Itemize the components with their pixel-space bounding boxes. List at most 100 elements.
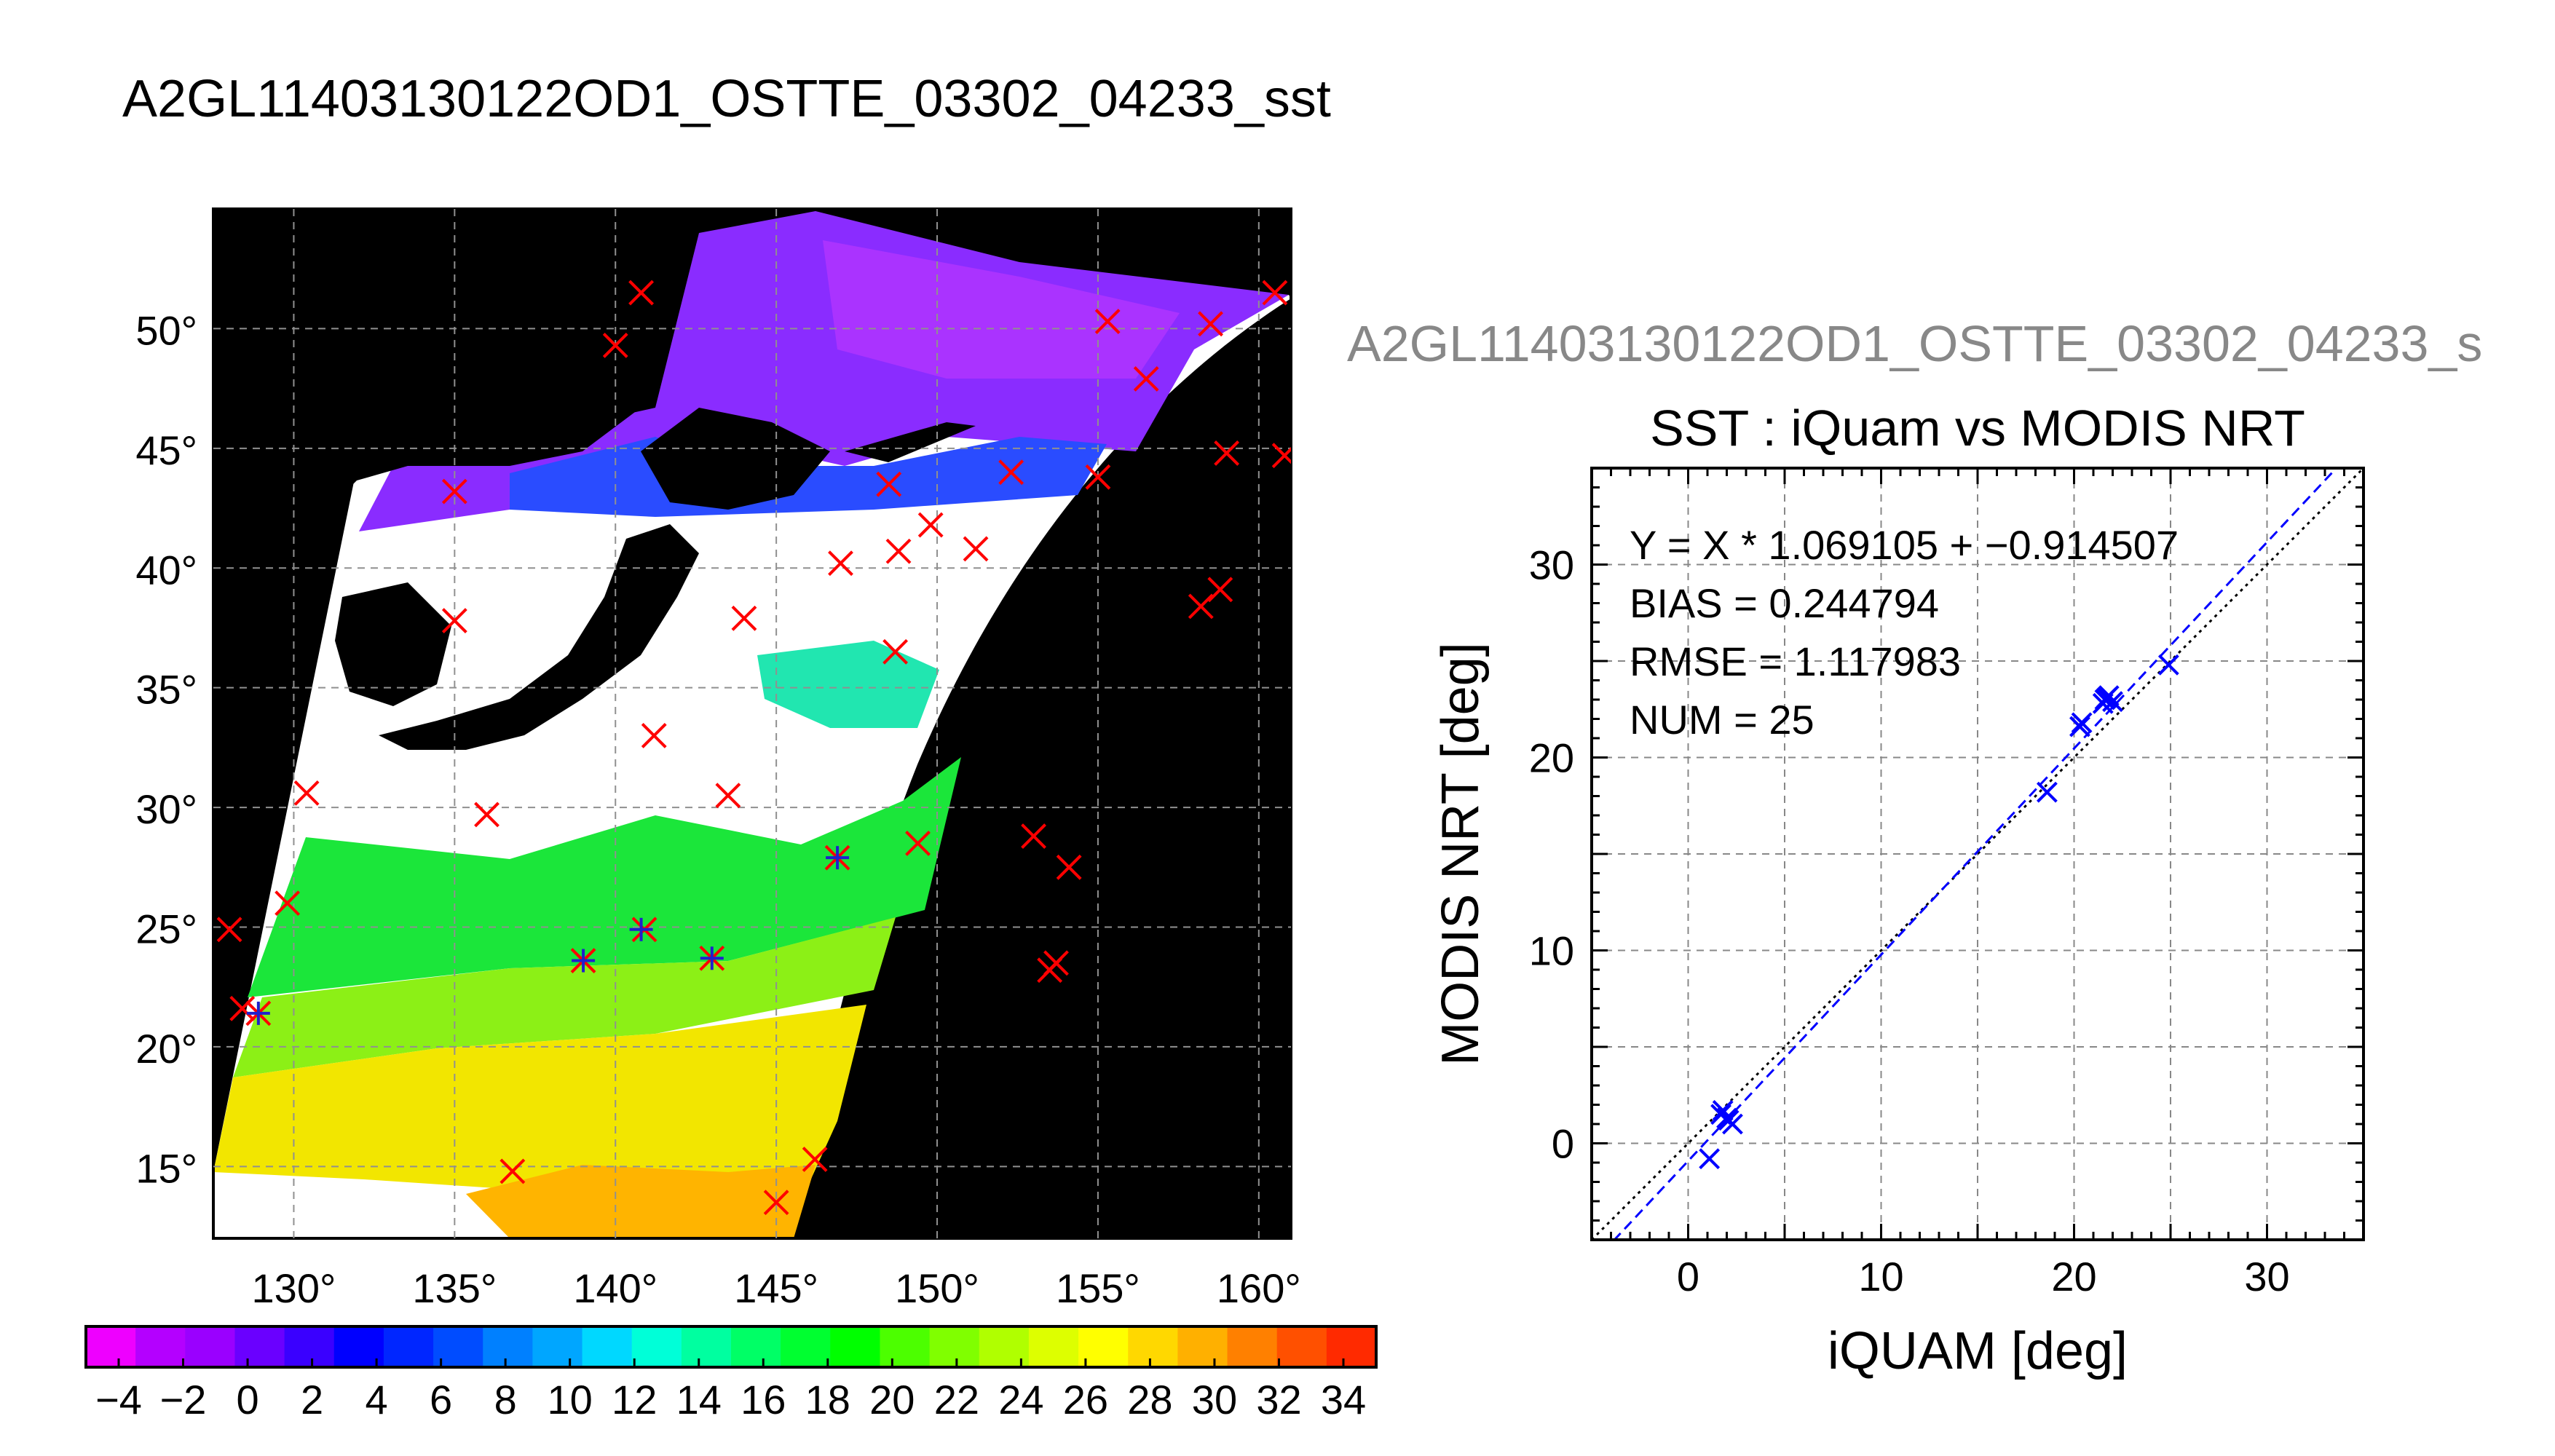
- scatter-x-tick-label: 30: [2244, 1254, 2289, 1299]
- colorbar-cell: [185, 1326, 235, 1367]
- stats-bias: BIAS = 0.244794: [1630, 580, 1939, 626]
- scatter-x-label: iQUAM [deg]: [1828, 1322, 2128, 1380]
- land-hokkaido: [641, 408, 830, 510]
- map-marker-x: [441, 608, 467, 634]
- colorbar-tick-label: 34: [1321, 1377, 1366, 1423]
- colorbar-tick-label: 4: [366, 1377, 388, 1423]
- colorbar-tick-label: 12: [612, 1377, 657, 1423]
- page-title: A2GL11403130122OD1_OSTTE_03302_04233_sst: [122, 70, 1331, 128]
- map-ticks: 15° 20° 25° 30° 35° 40° 45° 50° 130° 135° 140° 145°…: [135, 307, 1300, 1311]
- scatter-y-label: MODIS NRT [deg]: [1431, 642, 1490, 1066]
- map-marker-x: [876, 471, 902, 497]
- map-lat-tick-label: 35°: [135, 667, 197, 713]
- map-marker-x: [917, 512, 944, 538]
- land-kuril: [845, 422, 976, 462]
- sst-band-orange: [466, 1165, 816, 1238]
- map-lon-tick-label: 145°: [734, 1265, 818, 1311]
- scatter-stats: Y = X * 1.069105 + −0.914507 BIAS = 0.24…: [1630, 522, 2179, 743]
- colorbar-cell: [383, 1326, 434, 1367]
- colorbar-cell: [1128, 1326, 1178, 1367]
- colorbar-cell: [135, 1326, 186, 1367]
- scatter-y-tick-label: 20: [1529, 735, 1574, 781]
- colorbar-tick-label: 28: [1127, 1377, 1172, 1423]
- colorbar-tick-label: −4: [95, 1377, 142, 1423]
- colorbar-tick-label: 22: [934, 1377, 979, 1423]
- map-frame: [212, 207, 1292, 1240]
- scatter-point: [2036, 781, 2058, 803]
- colorbar-tick-label: 6: [430, 1377, 452, 1423]
- map-lon-tick-label: 140°: [573, 1265, 657, 1311]
- land-sakhalin-asia: [213, 209, 699, 510]
- map-marker-x: [1085, 464, 1111, 490]
- map-grid: [213, 209, 1291, 1238]
- stats-num: NUM = 25: [1630, 697, 1814, 743]
- map-marker-x: [216, 917, 242, 943]
- map-marker-plus: [826, 846, 850, 870]
- map-marker-x: [602, 333, 628, 358]
- colorbar-tick-label: 18: [805, 1377, 850, 1423]
- colorbar-cell: [731, 1326, 781, 1367]
- colorbar-tick-label: 26: [1063, 1377, 1108, 1423]
- map-marker-x: [1043, 950, 1069, 976]
- colorbar-cell: [86, 1326, 136, 1367]
- map-marker-x: [1214, 440, 1240, 466]
- scatter-x-tick-label: 0: [1677, 1254, 1699, 1299]
- stats-equation: Y = X * 1.069105 + −0.914507: [1630, 522, 2179, 568]
- colorbar-cell: [582, 1326, 633, 1367]
- colorbar-tick-label: 32: [1256, 1377, 1301, 1423]
- sst-band-lime: [233, 917, 896, 1077]
- colorbar-tick-label: 2: [301, 1377, 323, 1423]
- scatter-point: [2071, 712, 2093, 734]
- sst-band-yellow: [213, 1005, 866, 1201]
- colorbar-tick-label: −2: [160, 1377, 207, 1423]
- map-lat-tick-label: 15°: [135, 1145, 197, 1191]
- scatter-point: [2094, 689, 2116, 711]
- map-lat-tick-label: 50°: [135, 307, 197, 353]
- map-marker-x: [628, 280, 654, 306]
- scatter-points: [1699, 654, 2179, 1170]
- map-marker-x: [441, 478, 467, 505]
- map-marker-plus: [572, 949, 596, 973]
- sst-band-teal: [757, 641, 939, 728]
- stats-rmse: RMSE = 1.117983: [1630, 638, 1961, 684]
- sst-map: 15° 20° 25° 30° 35° 40° 45° 50° 130° 135° 140° 145°…: [135, 207, 1301, 1311]
- colorbar-tick-label: 14: [676, 1377, 722, 1423]
- colorbar-cell: [681, 1326, 732, 1367]
- map-marker-x: [882, 638, 909, 665]
- colorbar-tick-label: 24: [998, 1377, 1043, 1423]
- map-lon-tick-label: 135°: [412, 1265, 497, 1311]
- colorbar-tick-label: 16: [741, 1377, 786, 1423]
- colorbar-frame: [84, 1325, 1378, 1369]
- scatter-grid: [1592, 468, 2364, 1240]
- map-lon-tick-label: 155°: [1056, 1265, 1140, 1311]
- colorbar-cell: [1276, 1326, 1327, 1367]
- colorbar-cell: [929, 1326, 980, 1367]
- map-lat-tick-label: 25°: [135, 906, 197, 952]
- map-marker-x: [802, 1147, 828, 1172]
- colorbar-cell: [532, 1326, 583, 1367]
- colorbar-cell: [631, 1326, 682, 1367]
- colorbar-tick-label: 10: [548, 1377, 593, 1423]
- scatter-fit-lines: [1592, 468, 2364, 1240]
- map-marker-x: [229, 995, 256, 1021]
- map-marker-x: [474, 802, 499, 828]
- colorbar-tick-label: 30: [1192, 1377, 1237, 1423]
- colorbar-cell: [284, 1326, 335, 1367]
- colorbar-cell: [234, 1326, 285, 1367]
- scatter-ticks: 0 10 20 30 0 10 20 30: [1529, 467, 2365, 1299]
- sst-band-violet: [823, 240, 1180, 379]
- map-marker-x: [828, 550, 853, 577]
- scatter-plot: 0 10 20 30 0 10 20 30 Y = X * 1.069105 + −0.914…: [1431, 467, 2365, 1380]
- scatter-y-tick-label: 0: [1552, 1121, 1574, 1167]
- colorbar-cell: [1028, 1326, 1079, 1367]
- map-lat-tick-label: 30°: [135, 786, 197, 832]
- colorbar-tick-label: 20: [869, 1377, 915, 1423]
- map-lon-tick-label: 150°: [895, 1265, 979, 1311]
- scatter-secondary-title: A2GL11403130122OD1_OSTTE_03302_04233_s: [1347, 315, 2482, 372]
- map-lat-tick-label: 40°: [135, 547, 197, 593]
- map-marker-x: [641, 723, 667, 748]
- map-lon-tick-label: 130°: [252, 1265, 336, 1311]
- colorbar-tick-label: 8: [494, 1377, 517, 1423]
- map-marker-x: [1271, 443, 1291, 469]
